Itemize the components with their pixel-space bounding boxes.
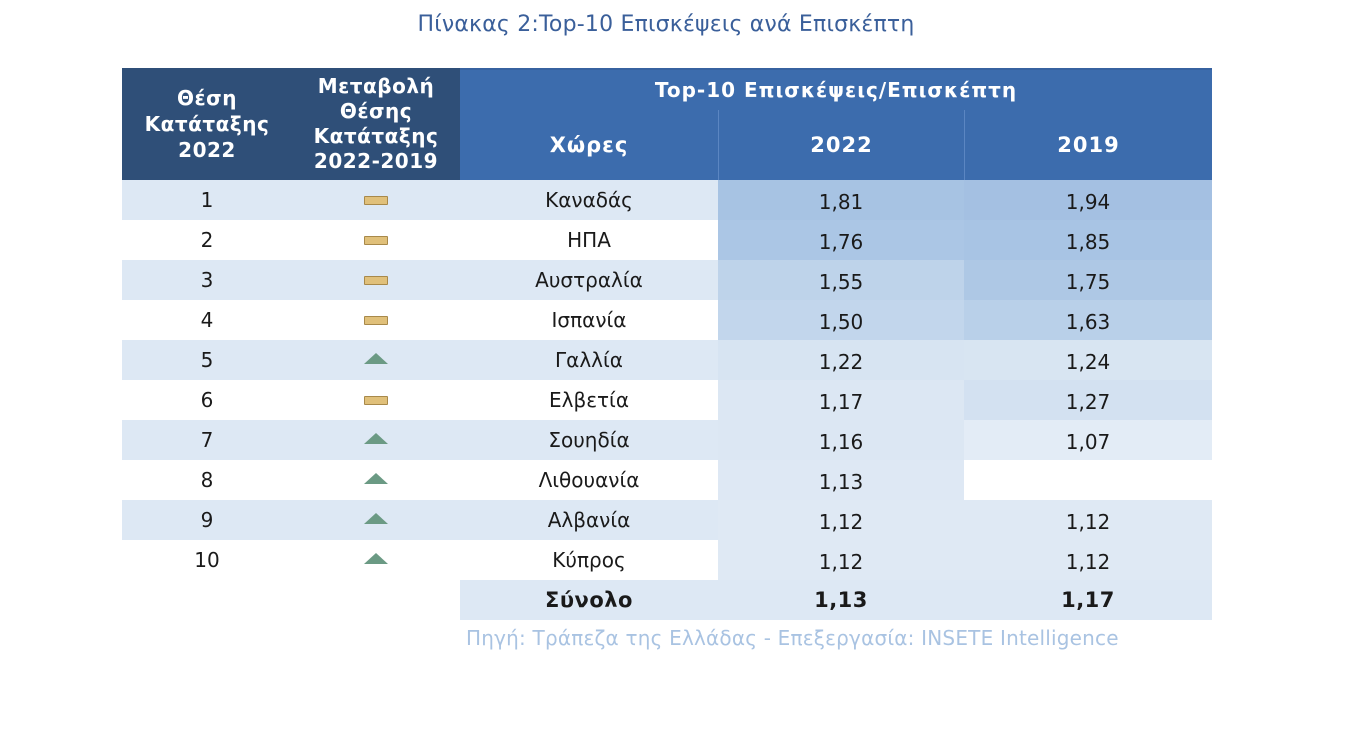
header-position: Θέση Κατάταξης 2022 bbox=[122, 68, 292, 180]
total-label: Σύνολο bbox=[545, 588, 633, 612]
table-row: 10 Κύπρος 1,12 1,12 bbox=[122, 540, 1212, 580]
table-row: 7 Σουηδία 1,16 1,07 bbox=[122, 420, 1212, 460]
source-note: Πηγή: Τράπεζα της Ελλάδας - Επεξεργασία:… bbox=[466, 626, 1119, 650]
header-change-line: Θέσης bbox=[339, 99, 413, 123]
rank-cell: 9 bbox=[122, 500, 292, 540]
header-year-2019: 2019 bbox=[964, 110, 1212, 180]
total-value-2019: 1,17 bbox=[1061, 588, 1115, 612]
change-cell bbox=[292, 300, 460, 340]
value-2022-cell: 1,22 bbox=[718, 340, 964, 380]
up-triangle-icon bbox=[364, 352, 388, 364]
value-2019-cell: 1,63 bbox=[964, 300, 1212, 340]
value-2022-cell: 1,55 bbox=[718, 260, 964, 300]
country-cell: Κύπρος bbox=[460, 540, 718, 580]
change-cell bbox=[292, 380, 460, 420]
unchanged-icon bbox=[364, 395, 388, 405]
country-cell: Σουηδία bbox=[460, 420, 718, 460]
change-cell bbox=[292, 340, 460, 380]
header-change-line: Μεταβολή bbox=[317, 74, 435, 98]
value-2022-cell: 1,81 bbox=[718, 180, 964, 220]
up-triangle-icon bbox=[364, 512, 388, 524]
country-cell: Ισπανία bbox=[460, 300, 718, 340]
rank-cell: 1 bbox=[122, 180, 292, 220]
value-2022-cell: 1,17 bbox=[718, 380, 964, 420]
up-triangle-icon bbox=[364, 552, 388, 564]
table-row: 5 Γαλλία 1,22 1,24 bbox=[122, 340, 1212, 380]
rank-cell: 4 bbox=[122, 300, 292, 340]
unchanged-icon bbox=[364, 195, 388, 205]
value-2019-cell: 1,07 bbox=[964, 420, 1212, 460]
table-row: 8 Λιθουανία 1,13 bbox=[122, 460, 1212, 500]
value-2019-cell: 1,75 bbox=[964, 260, 1212, 300]
country-cell: Λιθουανία bbox=[460, 460, 718, 500]
total-row: Σύνολο 1,13 1,17 bbox=[460, 580, 1212, 620]
header-group: Top-10 Επισκέψεις/Επισκέπτη bbox=[460, 68, 1212, 110]
total-value-2022: 1,13 bbox=[814, 588, 868, 612]
value-2019-cell bbox=[964, 460, 1212, 500]
up-triangle-icon bbox=[364, 432, 388, 444]
unchanged-icon bbox=[364, 235, 388, 245]
table-title: Πίνακας 2:Top-10 Επισκέψεις ανά Επισκέπτ… bbox=[417, 12, 915, 37]
rank-cell: 3 bbox=[122, 260, 292, 300]
country-cell: Γαλλία bbox=[460, 340, 718, 380]
rank-cell: 2 bbox=[122, 220, 292, 260]
header-year-2022: 2022 bbox=[718, 110, 964, 180]
table-row: 6 Ελβετία 1,17 1,27 bbox=[122, 380, 1212, 420]
value-2019-cell: 1,85 bbox=[964, 220, 1212, 260]
header-change-line: Κατάταξης bbox=[313, 124, 439, 148]
table-row: 4 Ισπανία 1,50 1,63 bbox=[122, 300, 1212, 340]
rank-cell: 10 bbox=[122, 540, 292, 580]
change-cell bbox=[292, 180, 460, 220]
value-2022-cell: 1,76 bbox=[718, 220, 964, 260]
header-position-line: 2022 bbox=[178, 138, 236, 162]
value-2022-cell: 1,16 bbox=[718, 420, 964, 460]
table-row: 3 Αυστραλία 1,55 1,75 bbox=[122, 260, 1212, 300]
table-row: 2 ΗΠΑ 1,76 1,85 bbox=[122, 220, 1212, 260]
change-cell bbox=[292, 540, 460, 580]
value-2022-cell: 1,12 bbox=[718, 540, 964, 580]
rank-cell: 7 bbox=[122, 420, 292, 460]
country-cell: ΗΠΑ bbox=[460, 220, 718, 260]
value-2019-cell: 1,12 bbox=[964, 540, 1212, 580]
change-cell bbox=[292, 220, 460, 260]
header-country: Χώρες bbox=[460, 110, 718, 180]
country-cell: Ελβετία bbox=[460, 380, 718, 420]
change-cell bbox=[292, 260, 460, 300]
rank-cell: 8 bbox=[122, 460, 292, 500]
value-2022-cell: 1,13 bbox=[718, 460, 964, 500]
unchanged-icon bbox=[364, 315, 388, 325]
change-cell bbox=[292, 500, 460, 540]
country-cell: Αλβανία bbox=[460, 500, 718, 540]
header-change-line: 2022-2019 bbox=[313, 149, 439, 173]
value-2019-cell: 1,27 bbox=[964, 380, 1212, 420]
header-position-line: Θέση bbox=[177, 86, 237, 110]
value-2019-cell: 1,12 bbox=[964, 500, 1212, 540]
change-cell bbox=[292, 460, 460, 500]
value-2022-cell: 1,12 bbox=[718, 500, 964, 540]
header-change: Μεταβολή Θέσης Κατάταξης 2022-2019 bbox=[292, 68, 460, 180]
change-cell bbox=[292, 420, 460, 460]
value-2022-cell: 1,50 bbox=[718, 300, 964, 340]
value-2019-cell: 1,94 bbox=[964, 180, 1212, 220]
table-row: 1 Καναδάς 1,81 1,94 bbox=[122, 180, 1212, 220]
table-row: 9 Αλβανία 1,12 1,12 bbox=[122, 500, 1212, 540]
rank-cell: 6 bbox=[122, 380, 292, 420]
value-2019-cell: 1,24 bbox=[964, 340, 1212, 380]
unchanged-icon bbox=[364, 275, 388, 285]
rank-cell: 5 bbox=[122, 340, 292, 380]
header-position-line: Κατάταξης bbox=[144, 112, 270, 136]
country-cell: Αυστραλία bbox=[460, 260, 718, 300]
up-triangle-icon bbox=[364, 472, 388, 484]
country-cell: Καναδάς bbox=[460, 180, 718, 220]
